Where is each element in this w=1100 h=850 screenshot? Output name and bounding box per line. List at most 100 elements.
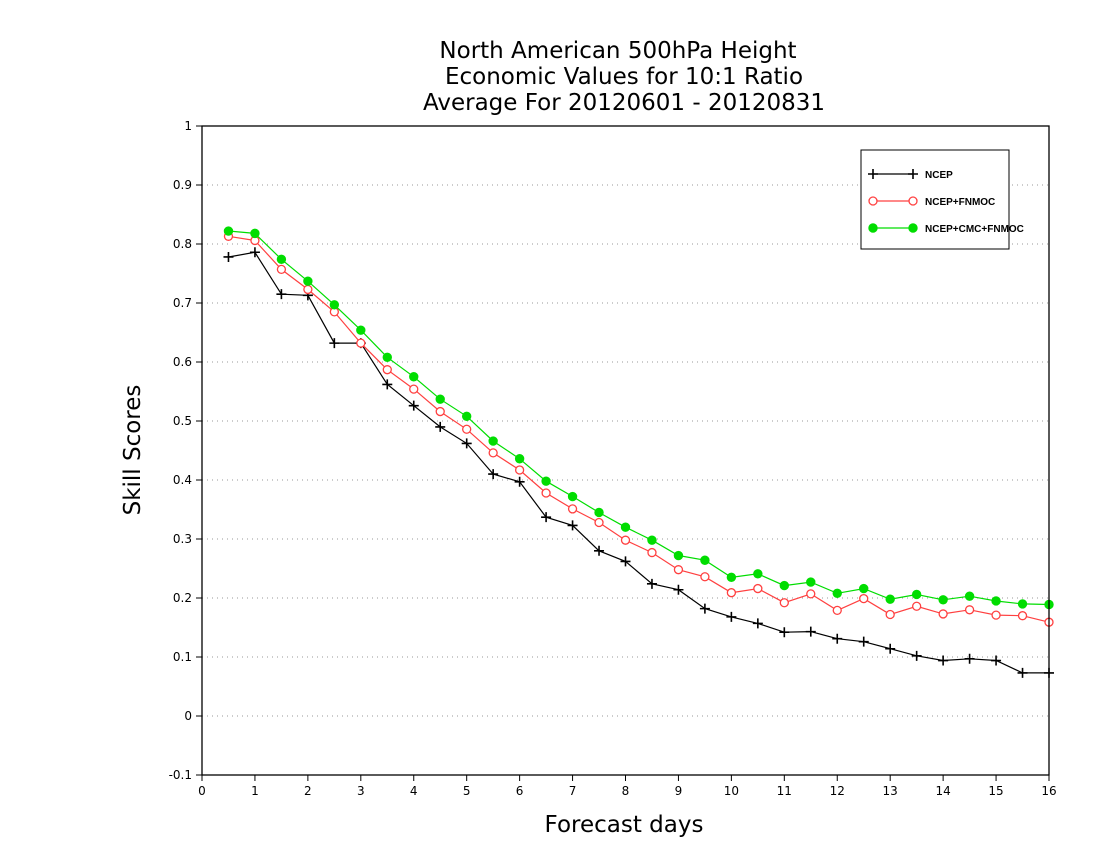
- point-marker: [806, 589, 816, 599]
- point-marker: [541, 512, 552, 523]
- point-marker: [382, 352, 392, 362]
- point-marker: [858, 636, 869, 647]
- grid-lines: [202, 184, 1049, 717]
- x-tick-label: 13: [883, 784, 898, 798]
- point-marker: [832, 605, 842, 616]
- point-marker: [938, 609, 948, 619]
- point-marker: [673, 550, 684, 561]
- point-marker: [938, 595, 948, 605]
- x-axis-label: Forecast days: [545, 812, 704, 838]
- series-line: [228, 251, 1049, 674]
- x-tick-label: 7: [569, 784, 577, 798]
- point-marker: [700, 572, 710, 582]
- point-marker: [908, 196, 918, 206]
- point-marker: [868, 169, 878, 179]
- point-marker: [594, 545, 605, 556]
- x-tick-label: 1: [251, 784, 259, 798]
- legend-item: NCEP+FNMOC: [868, 196, 995, 208]
- point-marker: [329, 300, 340, 310]
- point-marker: [435, 421, 446, 432]
- point-marker: [753, 569, 763, 579]
- x-tick-label: 10: [724, 784, 739, 798]
- legend-item: NCEP: [868, 169, 953, 181]
- point-marker: [673, 565, 684, 575]
- y-tick-label: 0.4: [173, 473, 192, 487]
- point-marker: [868, 223, 878, 233]
- point-marker: [249, 247, 260, 258]
- point-marker: [779, 598, 789, 608]
- legend-box: [860, 149, 1010, 250]
- point-marker: [488, 436, 498, 446]
- title-line-1: North American 500hPa Height: [439, 38, 796, 64]
- point-marker: [726, 588, 737, 598]
- point-marker: [541, 476, 551, 486]
- point-marker: [488, 469, 499, 480]
- point-marker: [859, 593, 869, 604]
- title-line-2: Economic Values for 10:1 Ratio: [445, 64, 803, 90]
- point-marker: [699, 603, 710, 614]
- point-marker: [673, 584, 684, 595]
- point-marker: [832, 633, 843, 644]
- point-marker: [964, 653, 975, 664]
- point-marker: [868, 196, 878, 206]
- point-marker: [409, 384, 419, 394]
- point-marker: [700, 555, 710, 565]
- point-marker: [488, 448, 498, 458]
- point-marker: [908, 169, 918, 179]
- x-tick-label: 5: [463, 784, 471, 798]
- point-marker: [514, 476, 525, 487]
- x-tick-label: 4: [410, 784, 418, 798]
- point-marker: [514, 465, 525, 475]
- point-marker: [1017, 667, 1028, 678]
- point-marker: [620, 522, 631, 532]
- x-tick-label: 9: [675, 784, 683, 798]
- point-marker: [276, 289, 287, 300]
- point-marker: [276, 254, 287, 265]
- point-marker: [911, 650, 922, 661]
- point-marker: [726, 572, 737, 583]
- legend-item: NCEP+CMC+FNMOC: [868, 223, 1024, 235]
- point-marker: [1017, 599, 1028, 609]
- plot-series: [223, 226, 1054, 678]
- point-marker: [779, 627, 790, 638]
- point-marker: [382, 379, 393, 390]
- y-tick-label: 0: [184, 709, 192, 723]
- series-ncep-fnmoc: [223, 231, 1054, 627]
- x-tick-label: 2: [304, 784, 312, 798]
- point-marker: [329, 338, 340, 349]
- point-marker: [409, 372, 419, 382]
- point-marker: [541, 488, 551, 498]
- point-marker: [991, 596, 1001, 606]
- point-marker: [912, 601, 922, 611]
- point-marker: [514, 454, 525, 464]
- point-marker: [461, 438, 472, 449]
- y-axis-label: Skill Scores: [120, 385, 146, 516]
- point-marker: [805, 626, 816, 637]
- point-marker: [620, 556, 631, 567]
- y-tick-label: 0.1: [173, 650, 192, 664]
- point-marker: [964, 591, 975, 601]
- y-tick-label: 0.7: [173, 296, 192, 310]
- legend-label: NCEP+FNMOC: [925, 197, 995, 208]
- series-line: [228, 235, 1050, 623]
- x-axis-ticks: 0 1 2 3 4 5 6 7 8 9 10 11 12 13 14 15 16: [198, 775, 1057, 798]
- y-tick-label: 0.5: [173, 414, 192, 428]
- x-tick-label: 6: [516, 784, 524, 798]
- point-marker: [991, 655, 1002, 666]
- x-tick-label: 11: [777, 784, 792, 798]
- point-marker: [567, 504, 578, 514]
- series-line: [228, 230, 1050, 606]
- y-tick-label: 0.8: [173, 237, 192, 251]
- point-marker: [752, 618, 763, 629]
- legend-label: NCEP+CMC+FNMOC: [925, 224, 1024, 235]
- x-tick-label: 12: [830, 784, 845, 798]
- x-tick-label: 14: [935, 784, 950, 798]
- point-marker: [938, 655, 949, 666]
- chart-title: North American 500hPa Height Economic Va…: [423, 38, 825, 116]
- point-marker: [991, 610, 1001, 620]
- point-marker: [567, 520, 578, 531]
- y-tick-label: 0.6: [173, 355, 192, 369]
- point-marker: [1017, 611, 1028, 621]
- point-marker: [753, 583, 763, 594]
- point-marker: [223, 251, 234, 262]
